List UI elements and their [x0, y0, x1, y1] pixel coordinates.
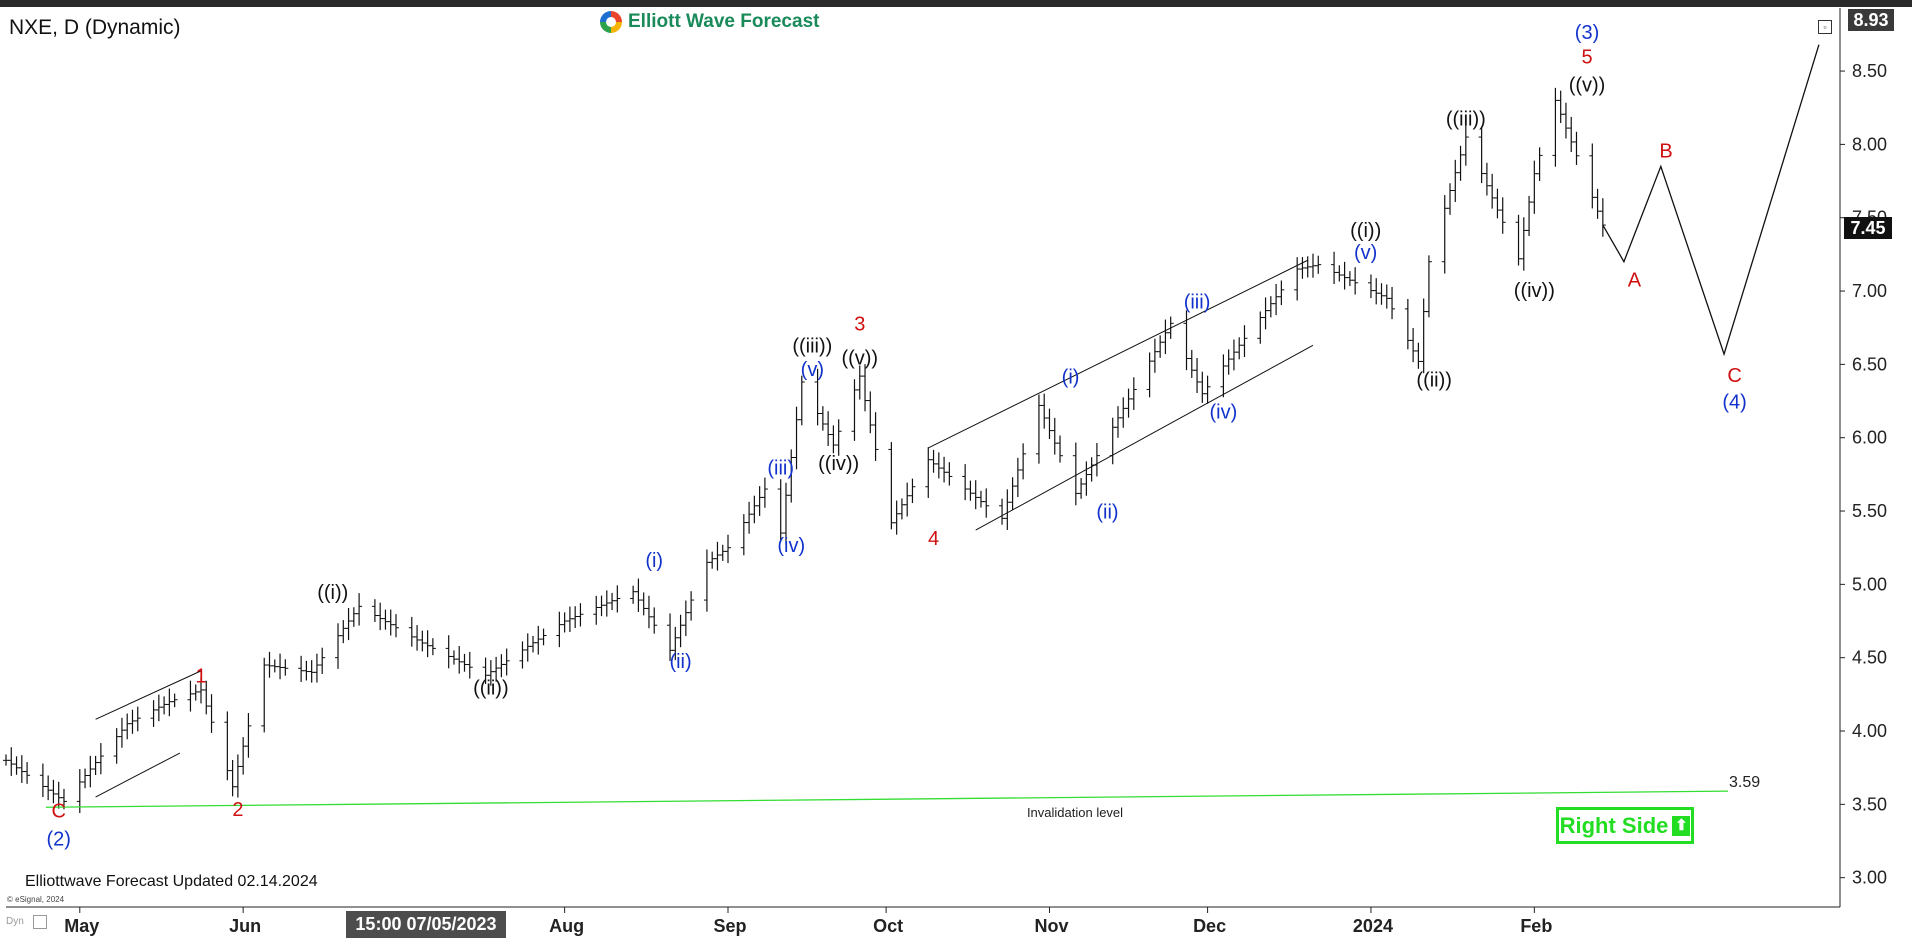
wave-label: ((iii)) — [1446, 108, 1486, 130]
y-tick-label: 8.50 — [1852, 61, 1887, 81]
last-price-tag: 7.45 — [1844, 217, 1892, 239]
x-tick-label: Dec — [1193, 916, 1226, 936]
wave-label: B — [1659, 141, 1672, 163]
wave-label: ((i)) — [317, 582, 348, 604]
right-side-badge: Right Side ⬆ — [1556, 807, 1694, 844]
chart-title: NXE, D (Dynamic) — [9, 16, 181, 39]
wave-label: ((i)) — [1350, 220, 1381, 242]
x-tick-label: Feb — [1520, 916, 1552, 936]
wave-label: (iv) — [1210, 402, 1238, 424]
wave-label: (ii) — [669, 651, 691, 673]
y-tick-label: 6.00 — [1852, 428, 1887, 448]
wave-label: (2) — [46, 828, 70, 850]
invalidation-line — [45, 790, 1729, 808]
invalidation-label: Invalidation level — [1027, 805, 1123, 820]
wave-label: (iii) — [1184, 292, 1211, 314]
wave-label: (3) — [1575, 22, 1599, 44]
x-tick-label: Nov — [1034, 916, 1068, 936]
wave-label: ((v)) — [841, 347, 878, 369]
wave-label: (i) — [645, 550, 663, 572]
wave-label: ((ii)) — [473, 677, 509, 699]
wave-label: (iv) — [777, 535, 805, 557]
wave-label: C — [51, 801, 65, 823]
y-tick-label: 3.00 — [1852, 868, 1887, 888]
crosshair-date: 15:00 07/05/2023 — [346, 911, 506, 938]
globe-icon — [600, 11, 622, 33]
wave-label: 2 — [232, 799, 243, 821]
wave-label: 5 — [1581, 47, 1592, 69]
y-tick-label: 4.50 — [1852, 648, 1887, 668]
update-note: Elliottwave Forecast Updated 02.14.2024 — [25, 873, 318, 890]
wave-label: A — [1628, 270, 1642, 292]
wave-label: ((iv)) — [818, 453, 859, 475]
x-tick-label: 2024 — [1353, 916, 1393, 936]
wave-label: 1 — [195, 666, 206, 688]
wave-label: 4 — [928, 528, 939, 550]
y-tick-label: 8.00 — [1852, 134, 1887, 154]
x-tick-label: Oct — [873, 916, 903, 936]
wave-label: (ii) — [1096, 501, 1118, 523]
wave-label: (v) — [1354, 242, 1377, 264]
copyright: © eSignal, 2024 — [7, 895, 65, 904]
right-side-text: Right Side — [1559, 812, 1669, 838]
x-tick-label: May — [64, 916, 99, 936]
window-top-bar — [0, 0, 1912, 7]
invalidation-value: 3.59 — [1729, 774, 1760, 791]
wave-label: C — [1727, 365, 1741, 387]
x-tick-label: Sep — [713, 916, 746, 936]
wave-label: 3 — [854, 314, 865, 336]
channel-line — [95, 752, 181, 798]
brand-logo: Elliott Wave Forecast — [596, 10, 824, 34]
x-tick-label: Aug — [549, 916, 584, 936]
y-tick-label: 7.00 — [1852, 281, 1887, 301]
channel-line — [928, 259, 1308, 449]
wave-label: (4) — [1722, 391, 1746, 413]
x-tick-label: Jun — [229, 916, 261, 936]
wave-label: (iii) — [767, 457, 794, 479]
restore-window-icon[interactable]: ▫ — [1818, 20, 1832, 34]
y-tick-label: 5.50 — [1852, 501, 1887, 521]
brand-name: Elliott Wave Forecast — [628, 11, 820, 32]
y-tick-label: 5.00 — [1852, 574, 1887, 594]
channel-line — [975, 344, 1314, 531]
wave-label: (v) — [801, 359, 824, 381]
wave-label: ((iii)) — [792, 336, 832, 358]
settings-icon[interactable] — [33, 915, 47, 929]
y-tick-label: 3.50 — [1852, 794, 1887, 814]
price-scale-max: 8.93 — [1848, 9, 1894, 31]
channel-line — [95, 670, 202, 720]
dynamic-toggle[interactable]: Dyn — [6, 916, 24, 927]
y-tick-label: 4.00 — [1852, 721, 1887, 741]
wave-label: (i) — [1062, 366, 1080, 388]
projection-path — [1602, 44, 1820, 357]
wave-label: ((iv)) — [1514, 280, 1555, 302]
up-arrow-icon: ⬆ — [1672, 815, 1691, 836]
wave-label: ((v)) — [1569, 75, 1606, 97]
wave-label: ((ii)) — [1416, 369, 1452, 391]
y-tick-label: 6.50 — [1852, 354, 1887, 374]
